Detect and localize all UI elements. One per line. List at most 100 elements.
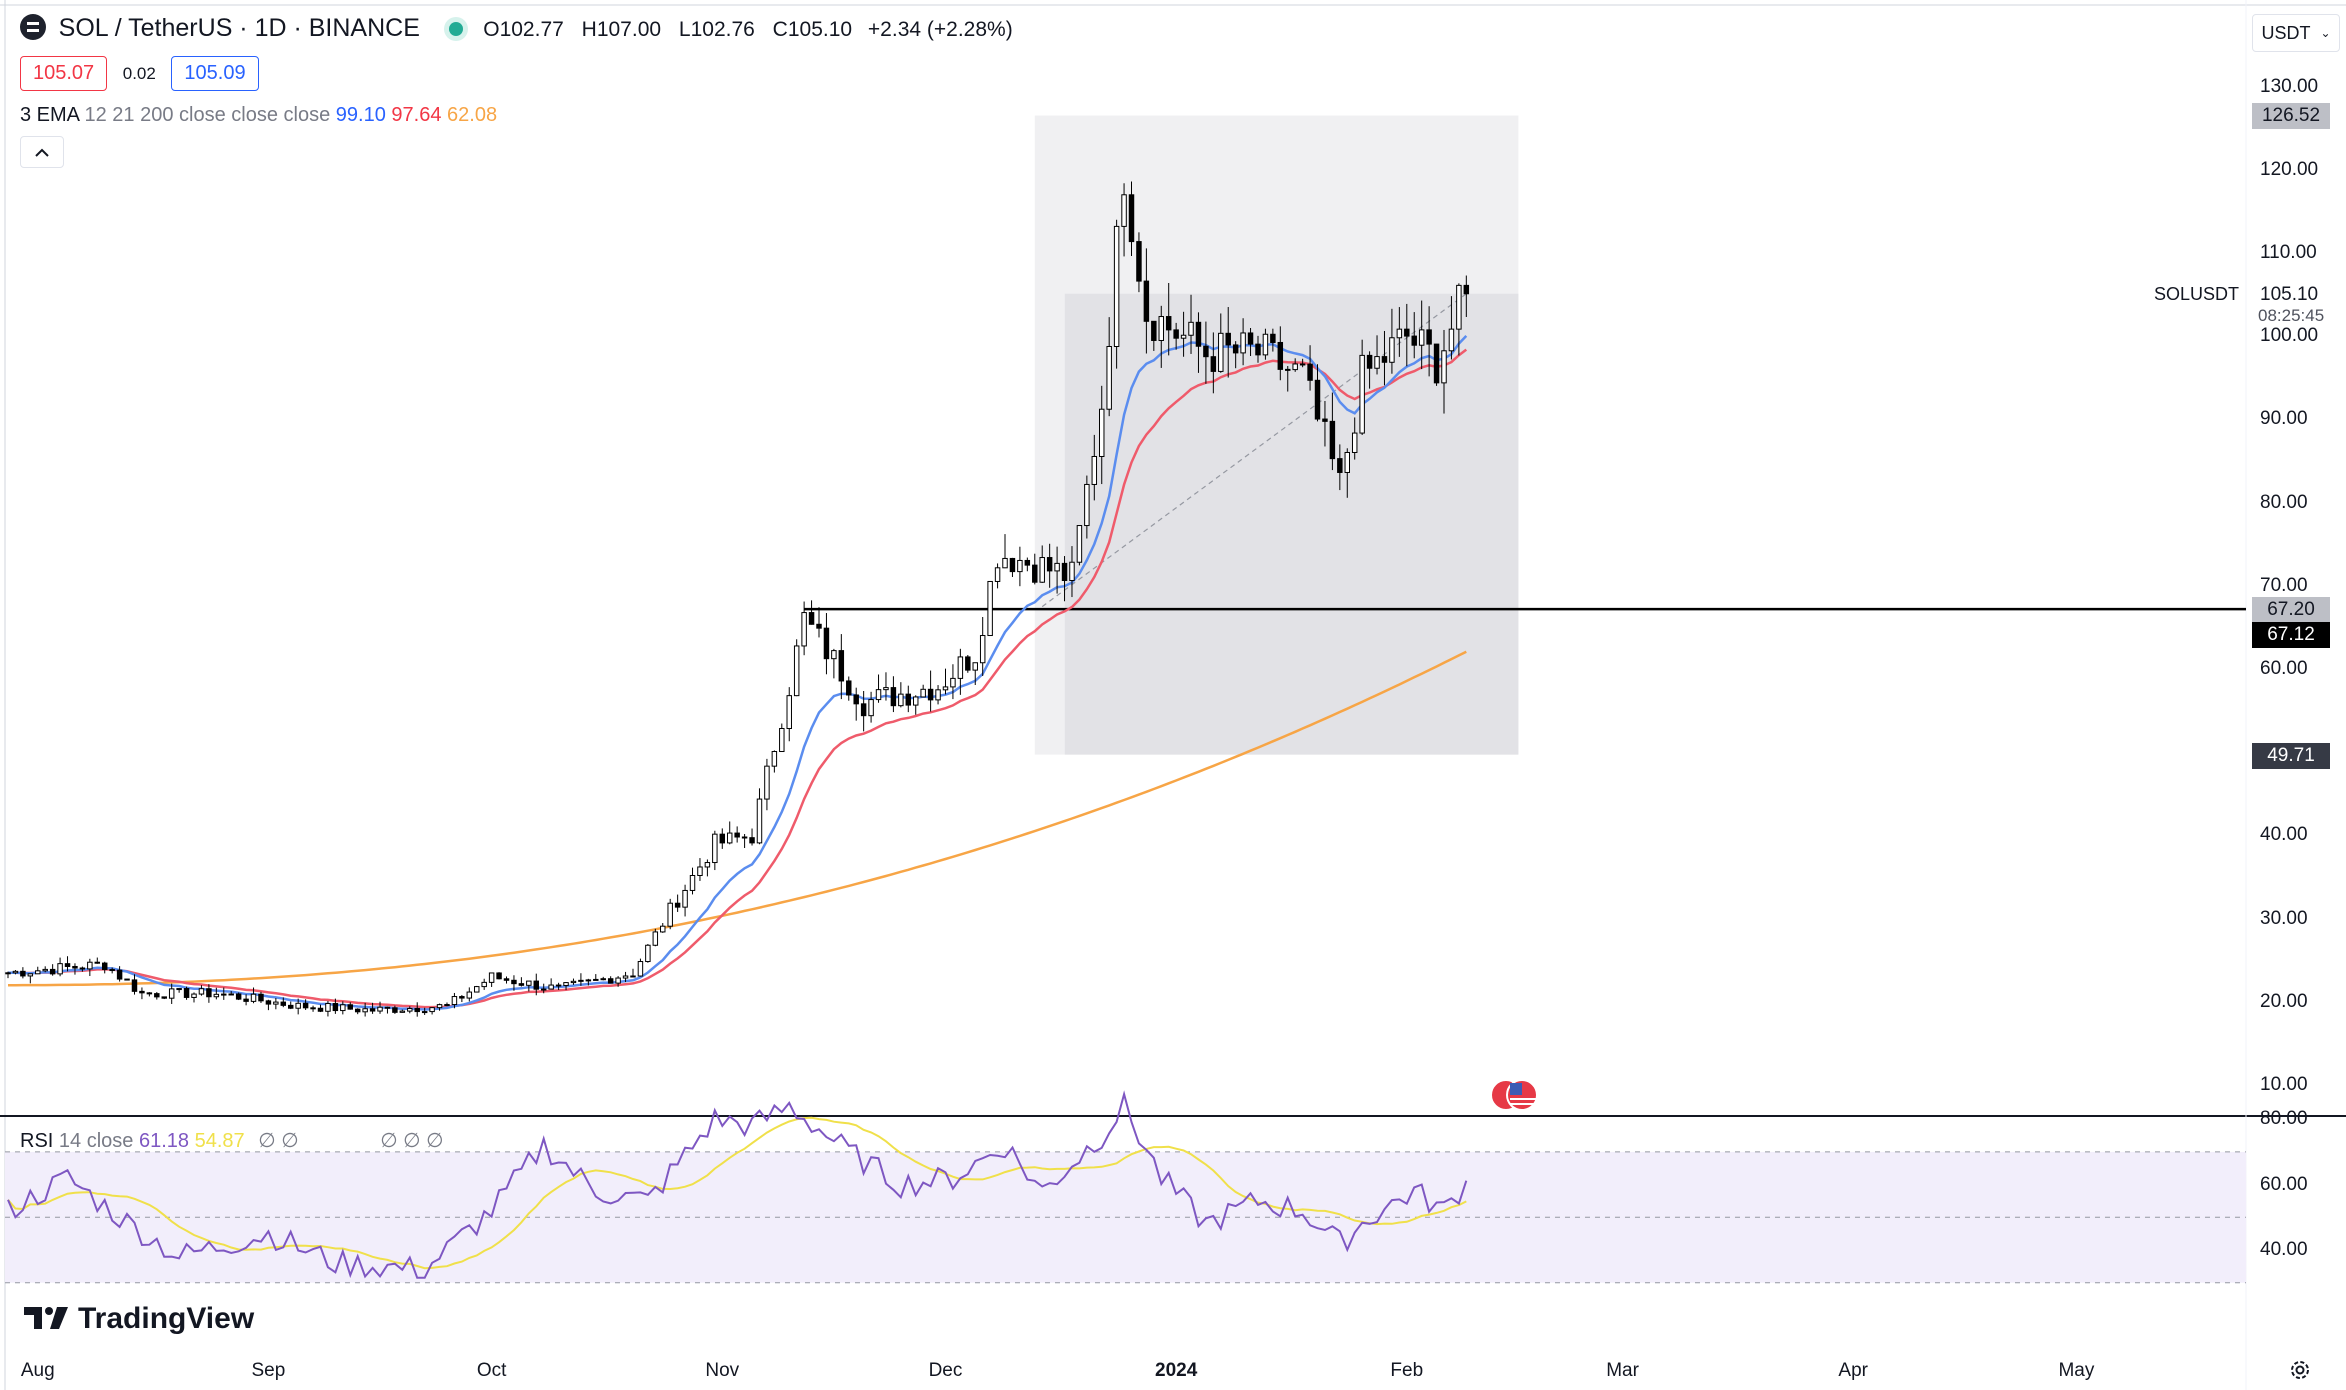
candle xyxy=(689,875,696,891)
candle xyxy=(1322,418,1328,422)
candle xyxy=(578,979,584,982)
candle xyxy=(421,1011,428,1014)
candle xyxy=(124,978,130,981)
candle xyxy=(488,972,495,983)
candle xyxy=(1232,344,1239,354)
candle xyxy=(1136,241,1142,282)
candle xyxy=(741,836,748,839)
candle xyxy=(779,728,785,753)
candle xyxy=(637,961,644,977)
candle xyxy=(198,988,205,995)
candle xyxy=(474,986,480,993)
candle xyxy=(853,694,859,705)
market-status-icon[interactable] xyxy=(448,22,463,36)
time-tick-label: May xyxy=(2058,1360,2095,1381)
currency-selector[interactable]: USDT ⌄ xyxy=(2252,14,2340,52)
alert-line-price-badge: 67.20 xyxy=(2252,597,2330,623)
candle xyxy=(213,993,220,998)
time-tick-label: Dec xyxy=(928,1360,963,1381)
candle xyxy=(49,968,56,975)
candle xyxy=(1240,332,1246,354)
candle xyxy=(860,703,867,717)
candle xyxy=(1165,316,1172,331)
chevron-down-icon: ⌄ xyxy=(2320,26,2331,40)
candle xyxy=(258,993,264,1002)
candle xyxy=(667,902,673,927)
candle xyxy=(905,693,912,706)
candle xyxy=(496,972,502,980)
candle xyxy=(436,1004,443,1009)
candle xyxy=(429,1007,435,1013)
candle xyxy=(1210,356,1217,372)
ema12-value: 99.10 xyxy=(335,104,386,126)
candle xyxy=(243,998,249,1002)
open-value: 102.77 xyxy=(499,18,564,41)
candle xyxy=(1017,559,1023,573)
candle xyxy=(950,677,956,688)
candle xyxy=(101,962,108,971)
candle xyxy=(868,699,874,717)
ema200-line xyxy=(8,650,1467,987)
candle xyxy=(548,984,554,990)
collapse-legend-button[interactable] xyxy=(20,136,64,168)
candle xyxy=(563,982,569,986)
candle xyxy=(749,837,755,844)
candle xyxy=(79,967,86,970)
candle xyxy=(1433,343,1440,384)
candle xyxy=(1359,354,1365,434)
candle xyxy=(414,1008,420,1013)
candle xyxy=(1009,557,1016,573)
candle xyxy=(1091,455,1098,485)
candle xyxy=(1337,458,1343,473)
candle xyxy=(1463,284,1470,295)
ema-legend[interactable]: 3 EMA 12 21 200 close close close 99.10 … xyxy=(20,104,497,127)
gear-icon[interactable] xyxy=(2288,1358,2312,1382)
buy-button[interactable]: 105.09 xyxy=(171,56,259,91)
candle xyxy=(235,993,242,1000)
candle xyxy=(823,627,830,660)
box-high-price-badge: 126.52 xyxy=(2252,103,2330,129)
candle xyxy=(764,765,770,800)
candle xyxy=(273,1001,279,1005)
candle xyxy=(325,1003,331,1012)
candle xyxy=(801,612,807,647)
candle xyxy=(660,925,666,933)
candle xyxy=(1270,333,1276,343)
candle xyxy=(1374,356,1380,369)
time-tick-label: Feb xyxy=(1390,1360,1424,1381)
candle xyxy=(1225,332,1231,346)
ema21-value: 97.64 xyxy=(391,104,442,126)
time-tick-label: Mar xyxy=(1606,1360,1639,1381)
candle xyxy=(332,1003,339,1012)
line-price-badge: 67.12 xyxy=(2252,622,2330,648)
candle xyxy=(1218,332,1224,372)
price-tick-label: 110.00 xyxy=(2260,242,2317,263)
candle xyxy=(898,693,904,707)
candle xyxy=(652,931,659,946)
candle xyxy=(570,980,577,984)
rsi-legend[interactable]: RSI 14 close 61.18 54.87 ∅ ∅ ∅ ∅ ∅ xyxy=(20,1128,444,1153)
candle xyxy=(444,1004,450,1007)
candle xyxy=(1292,363,1298,371)
us-flag-icon[interactable] xyxy=(1490,1078,1540,1112)
candle xyxy=(362,1008,368,1013)
candle xyxy=(288,1004,294,1009)
candle xyxy=(5,972,11,975)
tradingview-logo[interactable]: TradingView xyxy=(24,1302,254,1336)
candle xyxy=(503,978,510,981)
candle xyxy=(221,993,227,996)
symbol-logo-icon xyxy=(20,14,46,40)
candle xyxy=(57,963,63,975)
low-value: 102.76 xyxy=(690,18,755,41)
chevron-up-icon xyxy=(35,148,49,157)
candle xyxy=(369,1008,376,1012)
candle xyxy=(1381,356,1388,363)
price-tick-label: 40.00 xyxy=(2260,824,2308,846)
box-low-price-badge: 49.71 xyxy=(2252,743,2330,769)
symbol-legend: SOL / TetherUS · 1D · BINANCE O102.77 H1… xyxy=(20,14,1013,43)
ema200-value: 62.08 xyxy=(447,104,498,126)
symbol-title[interactable]: SOL / TetherUS · 1D · BINANCE xyxy=(58,14,420,42)
rsi-empty-values-a: ∅ ∅ xyxy=(258,1130,299,1152)
sell-button[interactable]: 105.07 xyxy=(20,56,108,91)
